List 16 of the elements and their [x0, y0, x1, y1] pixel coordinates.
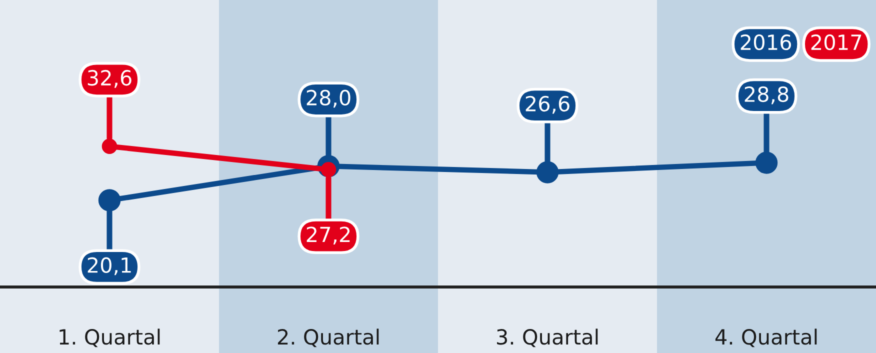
data-label: 20,1: [88, 257, 131, 276]
x-tick-label: 1. Quartal: [60, 328, 160, 348]
data-label: 28,0: [306, 90, 350, 108]
point: [98, 189, 121, 212]
data-label: 27,2: [306, 226, 350, 244]
text: 2016: [740, 34, 792, 50]
data-label: 26,6: [526, 96, 570, 114]
text: 2017: [811, 34, 862, 50]
point: [755, 152, 778, 174]
point: [102, 138, 118, 154]
x-tick-label: 2. Quartal: [278, 328, 379, 348]
x-tick-label: 3. Quartal: [497, 328, 598, 348]
point: [536, 161, 559, 184]
data-label: 28,8: [744, 86, 788, 104]
x-tick-label: 4. Quartal: [715, 328, 817, 348]
data-label: 32,6: [88, 70, 132, 88]
